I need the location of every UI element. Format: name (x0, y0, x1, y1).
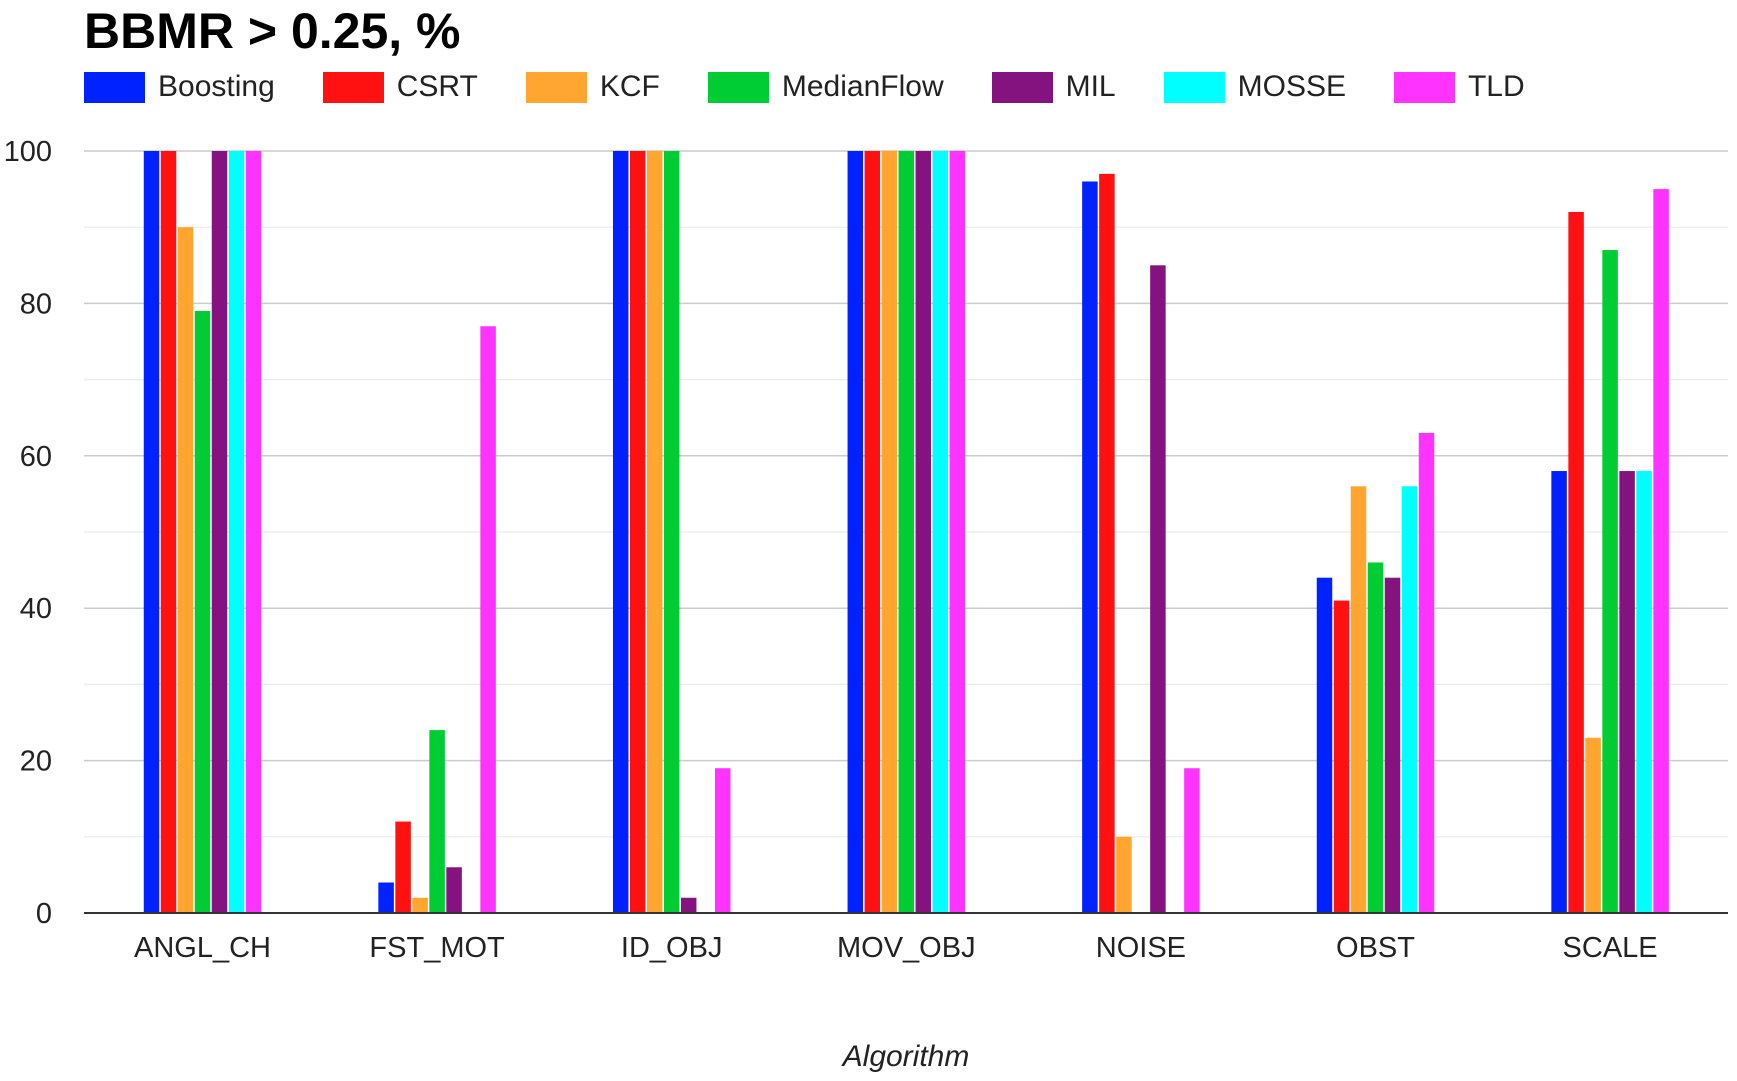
legend-swatch (84, 71, 145, 103)
bar (211, 151, 228, 913)
bar (1099, 173, 1115, 914)
bar (228, 151, 245, 913)
x-tick-label: ID_OBJ (621, 932, 723, 964)
bar (1184, 768, 1200, 913)
bar (932, 151, 949, 913)
bar (847, 151, 864, 913)
legend-label: MedianFlow (781, 70, 944, 103)
legend-label: MOSSE (1237, 70, 1346, 103)
legend-swatch (322, 71, 384, 103)
legend-label: CSRT (396, 70, 478, 103)
y-tick-label: 20 (20, 746, 52, 778)
bar (1116, 836, 1132, 913)
bar (646, 151, 663, 913)
legend-item: MOSSE (1163, 70, 1346, 104)
bar (629, 151, 646, 913)
x-tick-label: NOISE (1096, 932, 1186, 964)
x-tick-label: MOV_OBJ (837, 932, 976, 964)
y-tick-label: 40 (20, 593, 52, 625)
legend-swatch (1393, 71, 1455, 103)
bar (714, 768, 731, 913)
x-tick-label: ANGL_CH (134, 932, 271, 964)
legend-swatch (707, 71, 769, 103)
legend-label: Boosting (158, 70, 275, 103)
bar (949, 151, 966, 913)
y-tick-label: 80 (20, 288, 52, 320)
bar (864, 151, 881, 913)
legend: Boosting CSRT KCF MedianFlow MIL MOSSE TLD (84, 70, 1573, 104)
bar (1636, 471, 1652, 913)
bar (898, 151, 915, 913)
bar (1568, 211, 1584, 913)
bar (1150, 265, 1166, 913)
bar (429, 730, 445, 913)
bar (245, 151, 262, 913)
y-tick-label: 100 (4, 136, 52, 168)
y-axis-ticks: 0 20 40 60 80 100 (4, 136, 52, 930)
bar (1653, 189, 1669, 914)
bar (1333, 600, 1350, 913)
bar (1350, 486, 1367, 913)
bar (1384, 577, 1401, 913)
legend-item: TLD (1393, 70, 1525, 104)
bar (663, 151, 680, 913)
bar (194, 311, 211, 913)
legend-label: TLD (1467, 70, 1525, 103)
y-tick-label: 60 (20, 441, 52, 473)
bar (177, 227, 194, 913)
legend-item: MedianFlow (707, 70, 944, 104)
legend-label: KCF (599, 70, 660, 103)
bar (1401, 486, 1418, 913)
bar (1619, 471, 1635, 913)
legend-item: KCF (525, 70, 660, 104)
bar (1418, 432, 1435, 913)
bar (1082, 181, 1098, 914)
x-tick-label: FST_MOT (369, 932, 505, 964)
bar (143, 151, 160, 913)
legend-swatch (1163, 71, 1225, 103)
y-tick-label: 0 (36, 898, 52, 930)
bar (1585, 737, 1601, 913)
bar (1602, 250, 1618, 913)
legend-swatch (991, 71, 1053, 103)
bar (680, 897, 697, 913)
chart-title: BBMR > 0.25, % (84, 3, 461, 59)
x-axis-ticks: ANGL_CH FST_MOT ID_OBJ MOV_OBJ NOISE OBST SCAL… (134, 932, 1658, 964)
bar (395, 821, 411, 913)
bar (1367, 562, 1384, 913)
legend-item: CSRT (322, 70, 478, 104)
bar (378, 882, 394, 913)
bar (412, 897, 428, 913)
bar (612, 151, 629, 913)
bar (1551, 471, 1567, 913)
x-axis-title: Algorithm (841, 1040, 970, 1073)
bar (160, 151, 177, 913)
legend-label: MIL (1065, 70, 1116, 103)
legend-item: Boosting (84, 70, 275, 104)
bar (915, 151, 932, 913)
bars (143, 151, 1669, 914)
bar (480, 326, 496, 913)
legend-swatch (525, 71, 587, 103)
x-tick-label: OBST (1336, 932, 1415, 964)
legend-item: MIL (991, 70, 1116, 104)
x-tick-label: SCALE (1563, 932, 1658, 964)
bar (446, 867, 462, 913)
bar (881, 151, 898, 913)
bar (1316, 577, 1333, 913)
